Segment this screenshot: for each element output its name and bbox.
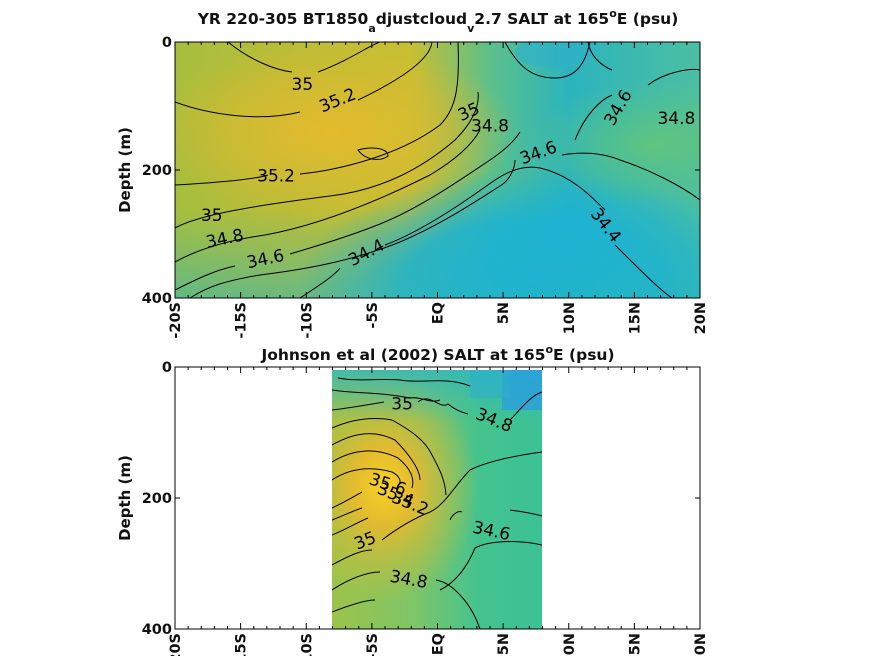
y-tick-label: 0: [162, 360, 172, 376]
bottom-y-tick-labels: 0 200 400: [142, 360, 172, 638]
x-tick-label: 10N: [562, 633, 578, 656]
x-tick-label: -5S: [365, 633, 381, 656]
contour-label: 35: [391, 394, 413, 414]
x-tick-label: 15N: [627, 302, 643, 334]
y-tick-label: 200: [142, 491, 172, 507]
bottom-x-tick-labels: -20S -15S -10S -5S EQ 5N 10N 15N 20N: [168, 633, 709, 656]
bottom-y-axis-label: Depth (m): [116, 455, 134, 541]
x-tick-label: 5N: [496, 302, 512, 324]
contour-label: 34.8: [657, 109, 695, 129]
y-tick-label: 400: [142, 622, 172, 638]
bottom-chart-title: Johnson et al (2002) SALT at 165oE (psu): [260, 343, 614, 364]
top-tick-marks: [174, 41, 701, 299]
top-y-axis-label: Depth (m): [116, 127, 134, 213]
x-tick-label: -20S: [168, 633, 184, 656]
y-tick-label: 200: [142, 163, 172, 179]
contour-label: 35: [291, 75, 313, 95]
top-y-tick-labels: 0 200 400: [142, 35, 172, 307]
contour-label: 35.2: [257, 166, 295, 186]
top-contour-lines: [175, 42, 700, 298]
x-tick-label: 20N: [693, 302, 709, 334]
contour-label: 35: [201, 206, 223, 226]
top-x-tick-labels: -20S -15S -10S -5S EQ 5N 10N 15N 20N: [168, 302, 709, 339]
x-tick-label: -5S: [365, 302, 381, 329]
contour-label: 34.8: [471, 116, 509, 136]
x-tick-label: 20N: [693, 633, 709, 656]
x-tick-label: -10S: [299, 633, 315, 656]
x-tick-label: -15S: [234, 633, 250, 656]
x-tick-label: -10S: [299, 302, 315, 339]
y-tick-label: 400: [142, 291, 172, 307]
x-tick-label: EQ: [431, 302, 447, 324]
bottom-tick-marks: [174, 366, 701, 630]
bottom-contour-lines: [332, 377, 542, 629]
top-chart-title: YR 220-305 BT1850adjustcloudv2.7 SALT at…: [197, 7, 679, 35]
x-tick-label: 5N: [496, 633, 512, 655]
x-tick-label: 15N: [627, 633, 643, 656]
y-tick-label: 0: [162, 35, 172, 51]
x-tick-label: -15S: [234, 302, 250, 339]
x-tick-label: -20S: [168, 302, 184, 339]
x-tick-label: 10N: [562, 302, 578, 334]
bottom-salinity-field: [332, 370, 542, 629]
x-tick-label: EQ: [431, 633, 447, 655]
